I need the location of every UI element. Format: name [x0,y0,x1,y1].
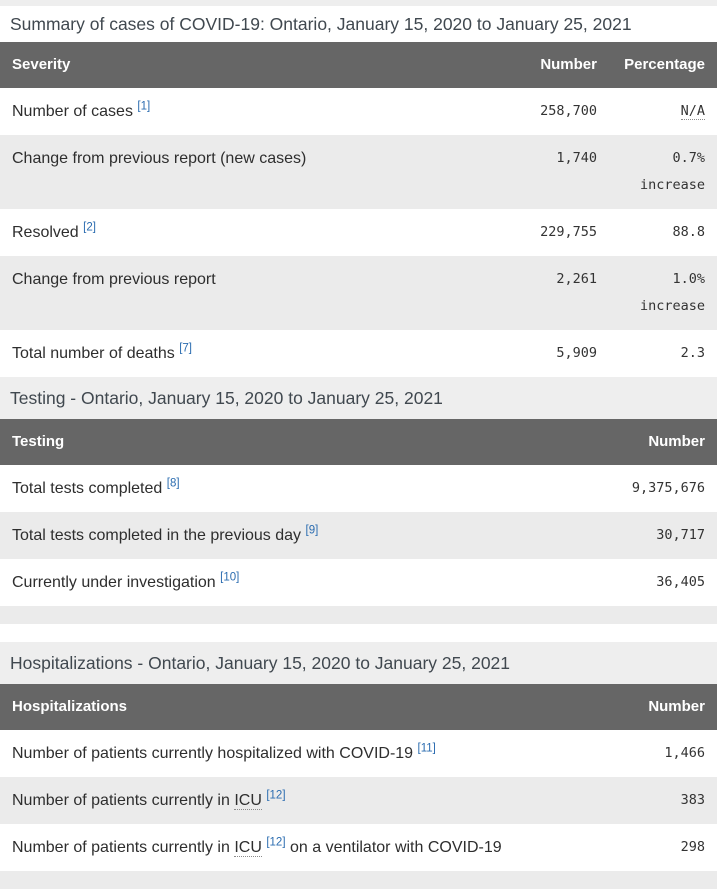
row-label-cell: Change from previous report [0,256,503,330]
table-row: Change from previous report 2,261 1.0% inc… [0,256,717,330]
footnote-ref-link[interactable]: [8] [166,477,180,490]
column-header-number: Number [577,419,717,465]
cell-number: 258,700 [540,103,597,119]
table-row: Change from previous report (new cases) 1… [0,135,717,209]
footnote-ref: [12] [266,837,285,849]
row-label-cell: Number of patients currently in ICU [12]… [0,824,577,871]
footnote-ref-link[interactable]: [12] [266,836,286,849]
column-header-severity: Severity [0,42,503,88]
row-label-text: Change from previous report (new cases) [12,150,307,167]
table-section-severity: Summary of cases of COVID-19: Ontario, J… [0,6,717,377]
row-label-cell: Total tests completed [8] [0,465,577,512]
table-row: Total tests completed [8] 9,375,676 [0,465,717,512]
row-label-cell: Number of patients currently hospitalize… [0,730,577,777]
row-label-text: on a ventilator with COVID-19 [289,839,502,856]
header-row-severity: Severity Number Percentage [0,42,717,88]
row-label-cell: Number of cases [1] [0,88,503,135]
cell-number: 30,717 [577,512,717,559]
table-row: Total number of deaths [7] 5,909 2.3 [0,330,717,377]
row-label-cell: Change from previous report (new cases) [0,135,503,209]
table-footer-strip [0,871,717,889]
cell-percentage: 88.8 [672,224,705,240]
table-caption-hospitalizations: Hospitalizations - Ontario, January 15, … [0,642,717,684]
table-row: Number of patients currently in ICU [12]… [0,824,717,871]
footnote-ref: [10] [220,572,239,584]
table-section-hospitalizations: Hospitalizations - Ontario, January 15, … [0,642,717,889]
cell-number: 36,405 [656,574,705,590]
cell-number: 5,909 [556,345,597,361]
tables-container: Summary of cases of COVID-19: Ontario, J… [0,6,717,889]
cell-percentage: N/A [603,88,717,135]
row-label-text: Number of patients currently in [12,839,230,856]
column-header-number: Number [577,684,717,730]
row-label-cell: Number of patients currently in ICU [12] [0,777,577,824]
data-table-severity: Severity Number Percentage Number of cases … [0,42,717,377]
footnote-ref-link[interactable]: [2] [83,221,96,234]
table-footer-strip [0,606,717,624]
row-label-cell: Currently under investigation [10] [0,559,577,606]
cell-percentage: 1.0% increase [603,256,717,330]
page-top-strip [0,0,717,6]
icu-abbreviation: ICU [234,839,262,857]
row-label-text: Number of patients currently hospitalize… [12,745,414,762]
row-label-cell: Total number of deaths [7] [0,330,503,377]
footnote-ref: [1] [137,101,150,113]
footnote-ref: [7] [179,343,192,355]
row-label-text: Currently under investigation [12,574,216,591]
footnote-ref-link[interactable]: [11] [417,742,436,755]
footnote-ref: [2] [83,222,96,234]
row-label-text: Resolved [12,224,79,241]
cell-number: 298 [680,839,705,855]
footnote-ref: [9] [306,525,319,537]
footnote-ref-link[interactable]: [9] [305,524,319,537]
cell-number: 1,466 [664,745,705,761]
footnote-ref: [8] [167,478,180,490]
column-header-testing: Testing [0,419,577,465]
cell-number: 9,375,676 [631,480,705,496]
column-header-percentage: Percentage [603,42,717,88]
row-label-cell: Resolved [2] [0,209,503,256]
table-row: Resolved [2] 229,755 88.8 [0,209,717,256]
cell-percentage: 2.3 [680,345,705,361]
footnote-ref: [12] [266,790,285,802]
row-label-text: Total number of deaths [12,345,175,362]
cell-number: 1,740 [503,135,603,209]
row-label-text: Number of patients currently in [12,792,230,809]
table-section-testing: Testing - Ontario, January 15, 2020 to J… [0,377,717,624]
table-row: Number of patients currently in ICU [12]… [0,777,717,824]
table-row: Total tests completed in the previous da… [0,512,717,559]
table-row: Number of cases [1] 258,700 N/A [0,88,717,135]
footnote-ref-link[interactable]: [1] [137,100,151,113]
footnote-ref-link[interactable]: [7] [179,342,193,355]
footnote-ref-link[interactable]: [10] [220,571,240,584]
column-header-hospitalizations: Hospitalizations [0,684,577,730]
table-caption-severity: Summary of cases of COVID-19: Ontario, J… [0,6,717,42]
data-table-hospitalizations: Hospitalizations Number Number of patients… [0,684,717,871]
cell-number: 383 [577,777,717,824]
icu-abbreviation: ICU [234,792,262,810]
header-row-testing: Testing Number [0,419,717,465]
row-label-text: Change from previous report [12,271,216,288]
cell-number: 2,261 [503,256,603,330]
table-row: Currently under investigation [10] 36,405 [0,559,717,606]
footnote-ref: [11] [418,743,436,755]
na-abbreviation: N/A [680,103,705,120]
row-label-text: Total tests completed [12,480,163,497]
row-label-text: Number of cases [12,103,133,120]
header-row-hospitalizations: Hospitalizations Number [0,684,717,730]
row-label-cell: Total tests completed in the previous da… [0,512,577,559]
row-label-text: Total tests completed in the previous da… [12,527,302,544]
footnote-ref-link[interactable]: [12] [266,789,286,802]
data-table-testing: Testing Number Total tests completed [8] 9,… [0,419,717,606]
column-header-number: Number [503,42,603,88]
cell-percentage: 0.7% increase [603,135,717,209]
cell-number: 229,755 [540,224,597,240]
table-caption-testing: Testing - Ontario, January 15, 2020 to J… [0,377,717,419]
table-row: Number of patients currently hospitalize… [0,730,717,777]
